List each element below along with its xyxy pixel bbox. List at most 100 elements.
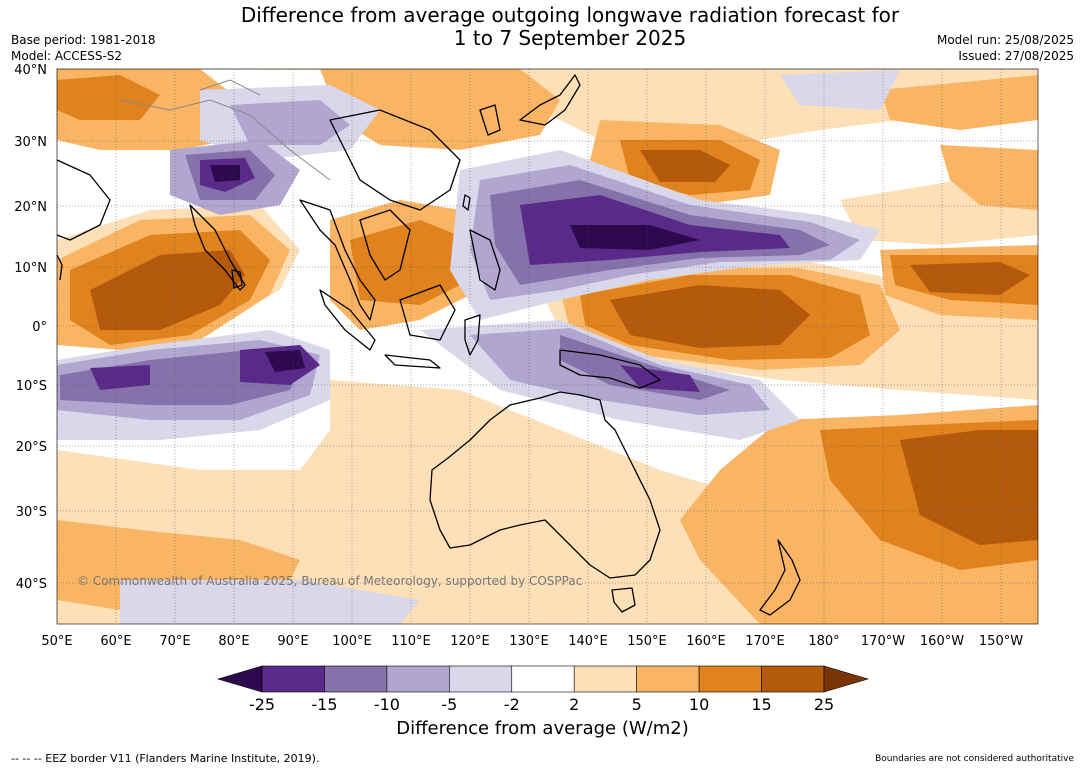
colorbar-swatch [511,665,575,693]
korea-coastline [479,104,501,136]
sulawesi-coastline [464,314,481,356]
boundaries-disclaimer: Boundaries are not considered authoritat… [875,754,1074,764]
sri-lanka-coastline [231,269,243,289]
brown-region [640,150,730,182]
meta-left: Base period: 1981-2018 Model: ACCESS-S2 [11,32,156,64]
coastlines [56,74,801,616]
darkest-purple-region [265,350,305,372]
borneo-coastline [399,284,456,341]
model-run: Model run: 25/08/2025 [936,33,1074,47]
meta-right: Model run: 25/08/2025 Issued: 27/08/2025 [937,32,1074,64]
colorbar-tick-label: -25 [249,695,275,714]
deep-purple-region [620,365,700,392]
indochina-coastline [359,209,411,281]
colorbar-swatch [386,665,450,693]
border-line [199,79,261,96]
map-frame [56,68,1039,625]
longitude-label: 160°E [686,634,726,649]
longitude-label: 70°E [159,634,190,649]
brown-region [90,250,245,330]
eez-border-note: -- -- -- EEZ border V11 (Flanders Marine… [11,752,320,765]
longitude-label: 110°E [391,634,431,649]
longitude-label: 160°W [920,634,964,649]
issued-date: Issued: 27/08/2025 [958,49,1074,63]
arabia-coastline [56,159,111,241]
brown-region [900,430,1038,545]
dark-orange-region [57,75,160,120]
longitude-label: 140°E [568,634,608,649]
latitude-label: 30°S [16,505,47,520]
china-coastline [329,109,461,211]
colorbar-tick-label: 15 [751,695,771,714]
copyright-notice: © Commonwealth of Australia 2025, Bureau… [77,574,582,588]
colorbar-swatch [698,665,762,693]
longitude-label: 100°E [332,634,372,649]
colorbar-swatch [636,665,700,693]
title-line-2: 1 to 7 September 2025 [453,26,687,50]
longitude-label: 90°E [277,634,308,649]
longitude-label: 120°E [450,634,490,649]
new-zealand-coastline [759,539,801,616]
tasmania-coastline [611,587,636,613]
longitude-labels: 50°E 60°E 70°E 80°E 90°E 100°E 110°E 120°E 130°E… [41,634,1023,649]
latitude-label: 20°N [14,200,47,215]
latitude-label: 40°S [16,577,47,592]
colorbar-tick-label: 10 [689,695,709,714]
brown-region [610,285,810,348]
japan-coastline [519,74,581,126]
philippines-coastline [469,229,501,291]
title-line-1: Difference from average outgoing longwav… [240,3,900,27]
africa-coastline [56,254,63,281]
new-guinea-coastline [559,349,661,389]
sumatra-coastline [319,289,376,351]
border-line [119,99,331,181]
brown-region [910,262,1030,295]
longitude-label: 80°E [218,634,249,649]
colorbar-min-extension [216,665,263,693]
latitude-label: 40°N [14,63,47,78]
taiwan-coastline [462,194,471,211]
light-purple-region [780,70,900,110]
southeast-asia-coastline [299,199,376,321]
longitude-label: 130°E [509,634,549,649]
longitude-label: 150°E [627,634,667,649]
orange-region [880,75,1038,130]
map-title: Difference from average outgoing longwav… [0,4,1085,50]
colorbar-tick-label: -10 [374,695,400,714]
longitude-label: 60°E [100,634,131,649]
base-period: Base period: 1981-2018 [11,33,156,47]
longitude-label: 170°W [861,634,905,649]
colorbar-label: Difference from average (W/m2) [396,718,689,739]
latitude-label: 0° [32,320,47,335]
latitude-labels: 40°N 30°N 20°N 10°N 0° 10°S 20°S 30°S 40°S [14,63,47,592]
light-purple-region [120,580,420,624]
colorbar-swatch [761,665,825,693]
colorbar-tick-label: -5 [441,695,457,714]
colorbar-tick-label: 25 [814,695,834,714]
colorbar-tick-label: -15 [311,695,337,714]
colorbar-swatch [449,665,513,693]
orange-region [940,145,1038,210]
colorbar: -25 -15 -10 -5 -2 2 5 10 15 25 [216,665,870,714]
latitude-label: 20°S [16,440,47,455]
land-borders [119,79,331,181]
model-name: Model: ACCESS-S2 [11,49,123,63]
anomaly-field [57,69,1038,624]
graticule [56,68,1038,624]
colorbar-tick-label: -2 [504,695,520,714]
latitude-label: 10°S [16,379,47,394]
colorbar-tick-label: 5 [632,695,642,714]
colorbar-swatch [261,665,325,693]
colorbar-tick-label: 2 [569,695,579,714]
deep-purple-region [90,365,150,390]
darkest-purple-region [570,225,700,250]
dark-orange-region [350,220,470,305]
colorbar-max-extension [823,665,870,693]
australia-coastline [429,391,661,579]
longitude-label: 170°E [745,634,785,649]
india-coastline [189,204,246,291]
darkest-purple-region [210,165,240,182]
latitude-label: 10°N [14,261,47,276]
colorbar-swatch [573,665,637,693]
